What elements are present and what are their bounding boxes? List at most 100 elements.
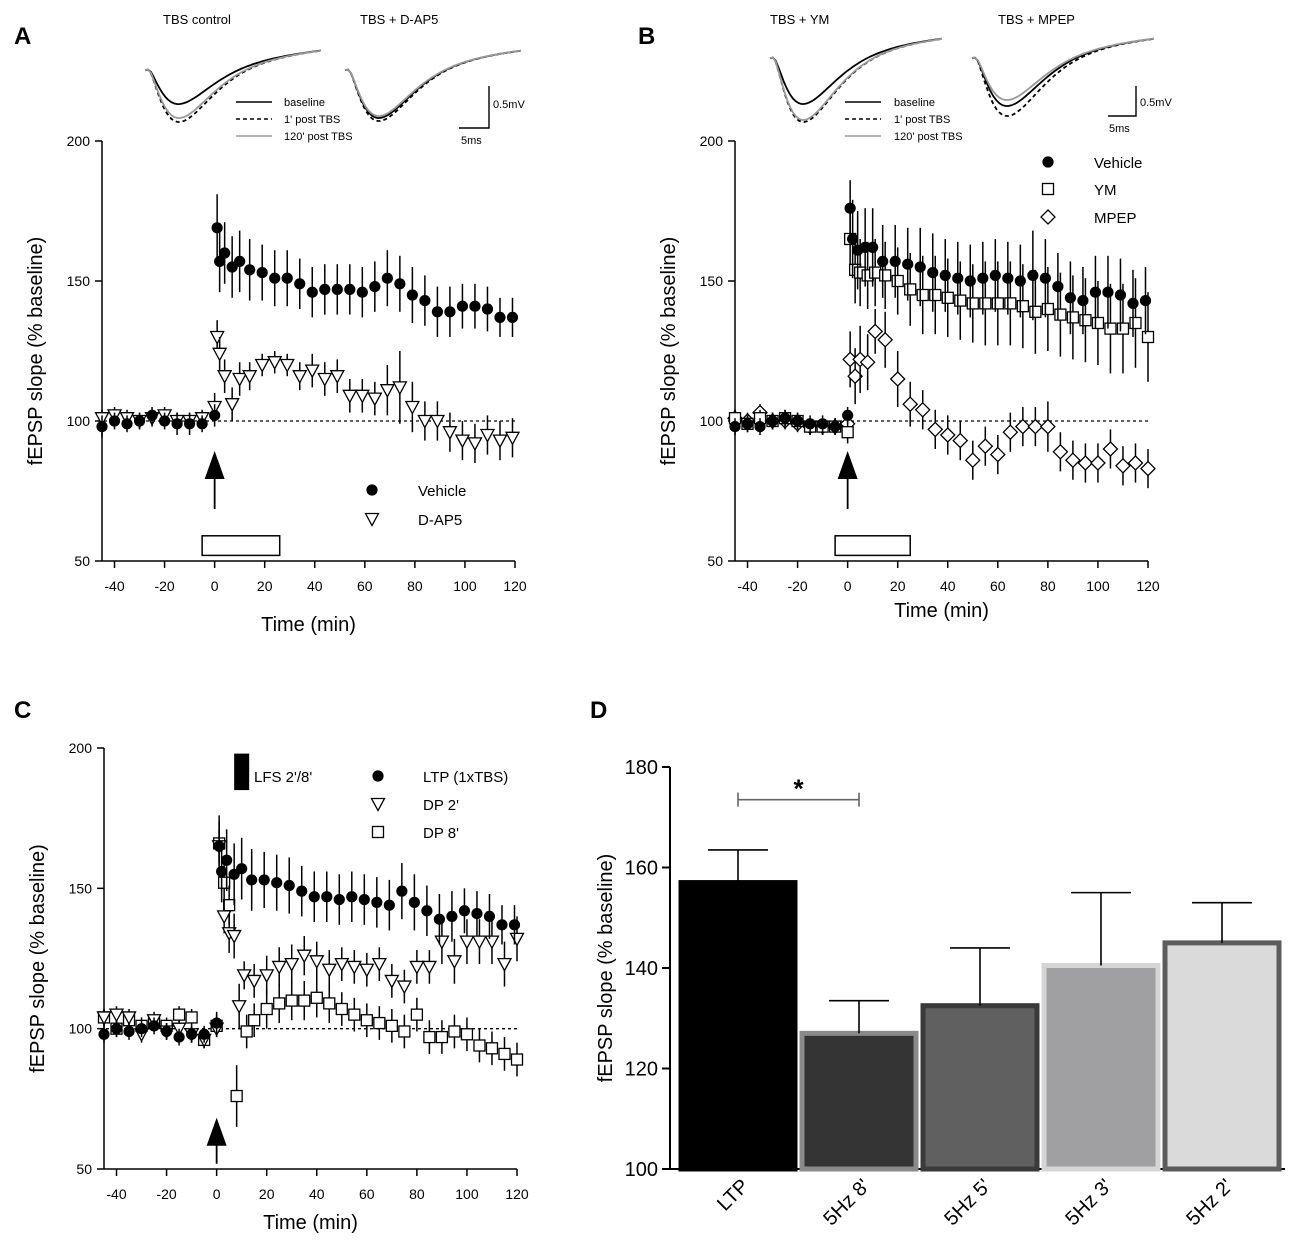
- data-point: [741, 418, 754, 430]
- data-point: [248, 1014, 261, 1027]
- bar-5hz-2-: [1162, 940, 1282, 1172]
- data-point: [346, 960, 362, 975]
- data-point: [435, 1030, 449, 1044]
- y-tick-label: 120: [625, 1059, 658, 1081]
- trace-legend-baseline: baseline: [284, 97, 325, 109]
- legend-marker-mpep: [1040, 209, 1056, 225]
- data-point: [404, 400, 420, 415]
- panel-d: 100 120 140 160 180 fEPSP slope (% baseline) L…: [595, 757, 1285, 1230]
- data-point: [1016, 300, 1029, 313]
- x-tick-label: 80: [409, 1186, 425, 1202]
- trace-legend-1post: 1' post TBS: [894, 114, 950, 126]
- data-point: [902, 396, 919, 413]
- bar-5hz-3-: [1041, 962, 1161, 1172]
- x-tick-label: 60: [359, 1186, 375, 1202]
- data-point: [310, 991, 323, 1004]
- data-point: [296, 949, 312, 964]
- data-point: [381, 272, 393, 284]
- legend-label-dap5: D-AP5: [418, 512, 462, 529]
- data-point: [1127, 297, 1139, 309]
- trace-scale-ms: 5ms: [461, 135, 482, 147]
- data-point: [396, 885, 408, 897]
- y-axis-title: fEPSP slope (% baseline): [658, 237, 680, 466]
- stimulus-arrow-head: [204, 451, 225, 479]
- data-point: [429, 414, 445, 429]
- data-point: [321, 963, 337, 978]
- data-point: [460, 1028, 474, 1041]
- data-point: [496, 957, 513, 972]
- data-point: [454, 434, 471, 449]
- data-point: [1077, 295, 1089, 307]
- data-point: [867, 241, 879, 253]
- panel-d-marks: *: [678, 774, 1282, 1172]
- panel-c-marks: [96, 753, 525, 1164]
- legend-label-dp2: DP 2': [423, 797, 459, 814]
- data-point: [198, 1028, 210, 1040]
- data-point: [779, 412, 791, 424]
- x-tick-label: 0: [213, 1186, 221, 1202]
- data-point: [271, 960, 287, 975]
- x-tick-label: -40: [737, 578, 757, 594]
- data-point: [360, 1014, 373, 1027]
- data-point: [867, 323, 884, 340]
- data-point: [471, 907, 483, 920]
- data-point: [148, 1020, 160, 1032]
- data-point: [244, 264, 256, 276]
- y-axis-title: fEPSP slope (% baseline): [27, 844, 49, 1073]
- trace-120min-post: [344, 49, 522, 117]
- data-point: [434, 935, 450, 950]
- x-tick-label: -20: [154, 578, 174, 594]
- x-tick-label: 0: [844, 578, 852, 594]
- data-point: [396, 980, 412, 995]
- data-point: [419, 295, 431, 307]
- data-point: [283, 879, 295, 892]
- data-point: [1079, 314, 1092, 327]
- x-tick-label: 40: [940, 578, 956, 594]
- data-point: [209, 330, 225, 345]
- data-point: [1039, 272, 1051, 284]
- data-point: [1064, 452, 1081, 469]
- data-point: [847, 233, 859, 245]
- data-point: [458, 905, 471, 917]
- panel-label-d: D: [590, 697, 607, 724]
- data-point: [964, 275, 976, 287]
- data-point: [279, 358, 295, 373]
- data-point: [123, 1025, 135, 1038]
- data-point: [308, 891, 320, 903]
- series-d-ap5: [94, 320, 521, 463]
- data-point: [966, 297, 979, 310]
- panel-a: 50 100 150 200 -40 -20 0 20 40 60 80 100 120 Time (mi…: [25, 12, 527, 636]
- data-point: [135, 1023, 148, 1035]
- data-point: [1002, 272, 1014, 284]
- legend-label-vehicle: Vehicle: [1094, 155, 1142, 172]
- x-tick-label: -20: [787, 578, 807, 594]
- data-point: [269, 272, 281, 284]
- data-point: [494, 311, 506, 323]
- y-tick-label: 160: [625, 858, 658, 880]
- data-point: [1052, 281, 1064, 293]
- x-axis-title: Time (min): [261, 614, 356, 636]
- data-point: [158, 415, 171, 427]
- series-dp-2-: [96, 829, 525, 1049]
- data-point: [989, 269, 1001, 281]
- data-point: [902, 258, 914, 270]
- data-point: [329, 370, 345, 385]
- scale-bar: [459, 86, 490, 129]
- data-point: [417, 414, 433, 429]
- data-point: [791, 415, 804, 427]
- data-point: [1104, 322, 1117, 335]
- y-tick-label: 200: [67, 133, 91, 149]
- data-point: [108, 1008, 125, 1023]
- x-tick-label: 20: [890, 578, 906, 594]
- data-point: [173, 1031, 185, 1043]
- trace-title-tbs-control: TBS control: [163, 12, 231, 27]
- data-point: [344, 283, 356, 295]
- x-tick-label: -40: [106, 1186, 126, 1202]
- data-point: [939, 427, 956, 443]
- data-point: [877, 255, 889, 267]
- x-tick-label: 5Hz 8': [819, 1175, 874, 1230]
- data-point: [356, 286, 368, 298]
- data-point: [185, 1011, 198, 1024]
- data-point: [221, 854, 233, 866]
